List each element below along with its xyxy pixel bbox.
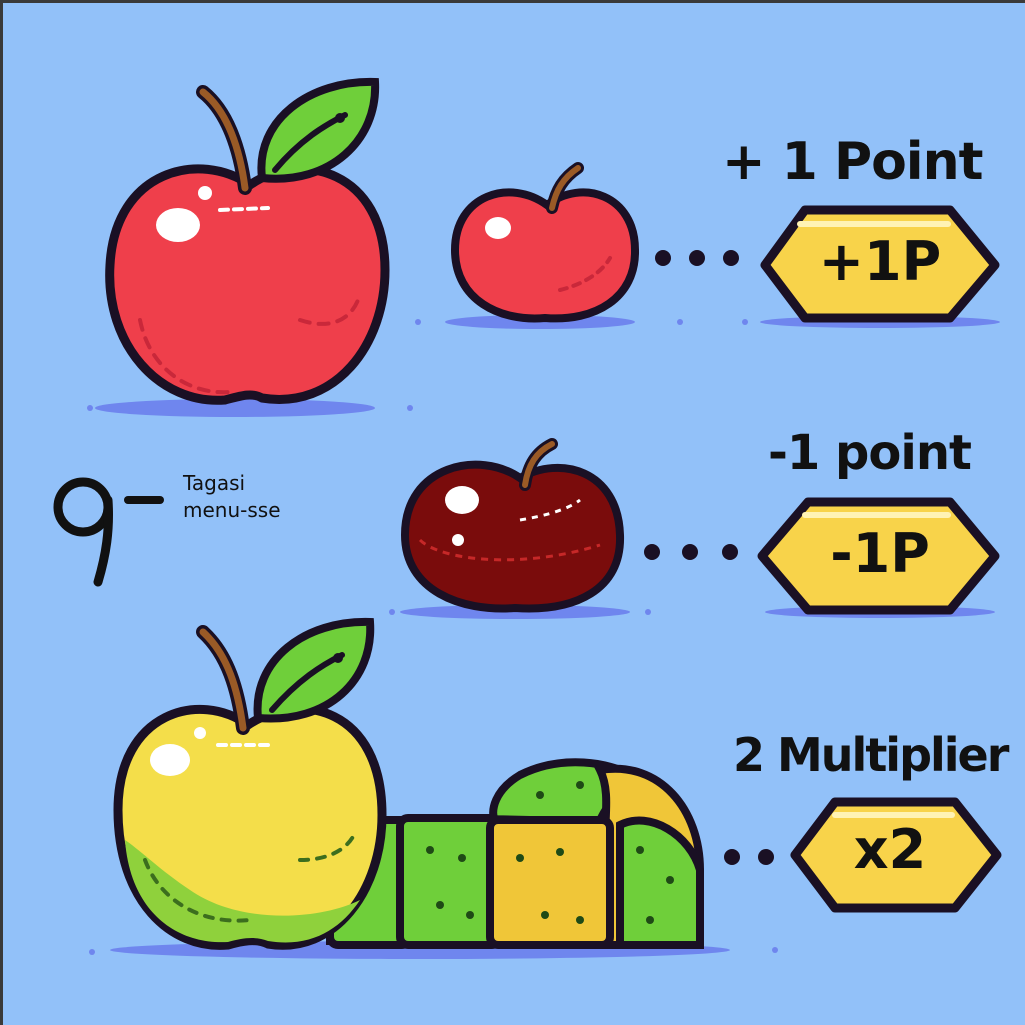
back-to-menu-hint: Tagasi menu-sse	[183, 470, 281, 524]
minus-point-badge-text: -1P	[830, 522, 930, 585]
plus-point-badge-text: +1P	[818, 230, 942, 293]
multiplier-label: 2 Multiplier	[733, 728, 1009, 782]
rotten-apple-icon	[400, 438, 625, 613]
points-badge-minus	[757, 497, 1000, 615]
plus-point-label: + 1 Point	[722, 132, 983, 192]
red-apple-icon	[450, 162, 640, 323]
back-to-menu-line2: menu-sse	[183, 498, 281, 522]
multiplier-badge	[790, 797, 1002, 913]
minus-point-label: -1 point	[768, 425, 972, 481]
connector-dots	[644, 250, 774, 865]
multiplier-badge-text: x2	[853, 818, 927, 881]
worm-icon	[326, 758, 704, 949]
q-key-icon	[53, 477, 164, 587]
points-badge-plus	[760, 205, 1000, 323]
back-to-menu-line1: Tagasi	[183, 471, 246, 495]
golden-apple-icon	[113, 617, 387, 950]
big-red-apple-icon	[105, 77, 390, 405]
